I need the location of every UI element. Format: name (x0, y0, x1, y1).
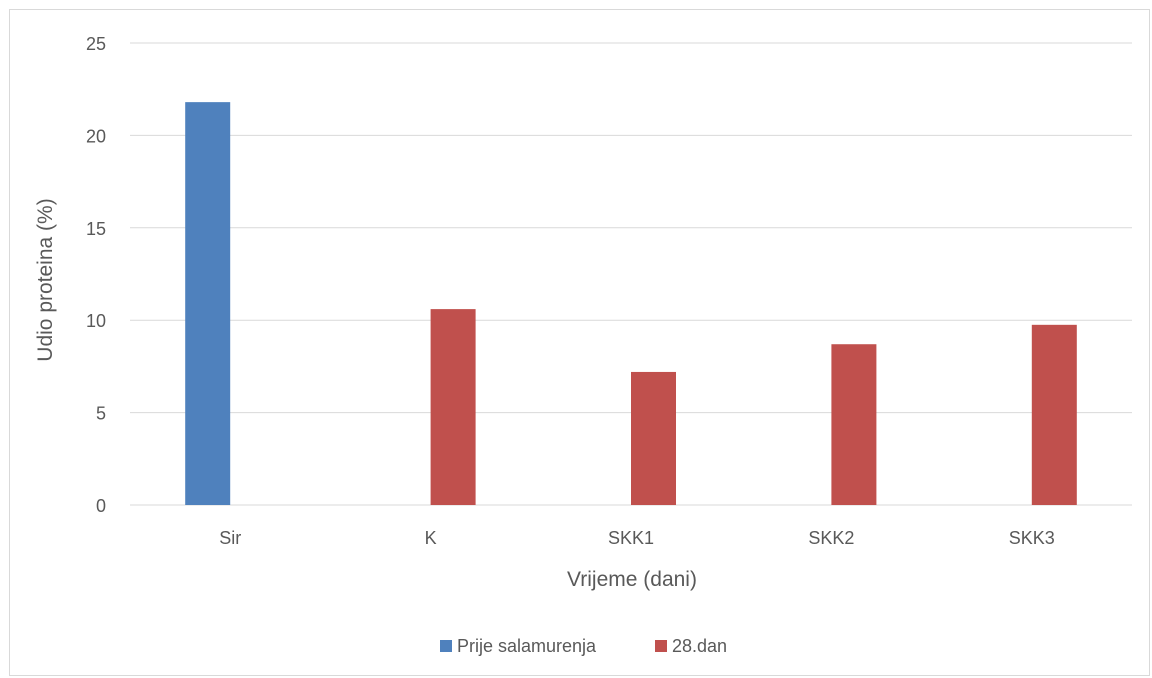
bar-skk1-series-2 (631, 371, 676, 505)
legend-label: Prije salamurenja (457, 636, 597, 656)
bar-sir-series-1 (185, 102, 231, 506)
y-tick-label: 5 (96, 404, 106, 424)
legend-swatch (655, 640, 667, 652)
y-axis-title: Udio proteina (%) (34, 198, 57, 361)
legend-swatch (440, 640, 452, 652)
y-tick-label: 0 (96, 496, 106, 516)
bar-skk3-series-2 (1031, 324, 1077, 505)
x-axis-ticks: Sir K SKK1 SKK2 SKK3 (219, 528, 1055, 548)
bar-skk2-series-2 (831, 344, 877, 505)
x-tick-label: SKK1 (608, 528, 654, 548)
y-axis-ticks: 0 5 10 15 20 25 (86, 34, 106, 516)
legend: Prije salamurenja 28.dan (440, 636, 727, 656)
gridlines (130, 42, 1132, 506)
y-tick-label: 15 (86, 219, 106, 239)
x-tick-label: SKK2 (808, 528, 854, 548)
x-tick-label: SKK3 (1009, 528, 1055, 548)
y-tick-label: 10 (86, 311, 106, 331)
legend-label: 28.dan (672, 636, 727, 656)
bars (185, 102, 1077, 506)
x-axis-title: Vrijeme (dani) (567, 568, 697, 591)
legend-item: Prije salamurenja (440, 636, 597, 656)
bar-k-series-2 (430, 309, 476, 505)
x-tick-label: K (425, 528, 437, 548)
x-tick-label: Sir (219, 528, 241, 548)
y-tick-label: 25 (86, 34, 106, 54)
legend-item: 28.dan (655, 636, 727, 656)
y-tick-label: 20 (86, 126, 106, 146)
